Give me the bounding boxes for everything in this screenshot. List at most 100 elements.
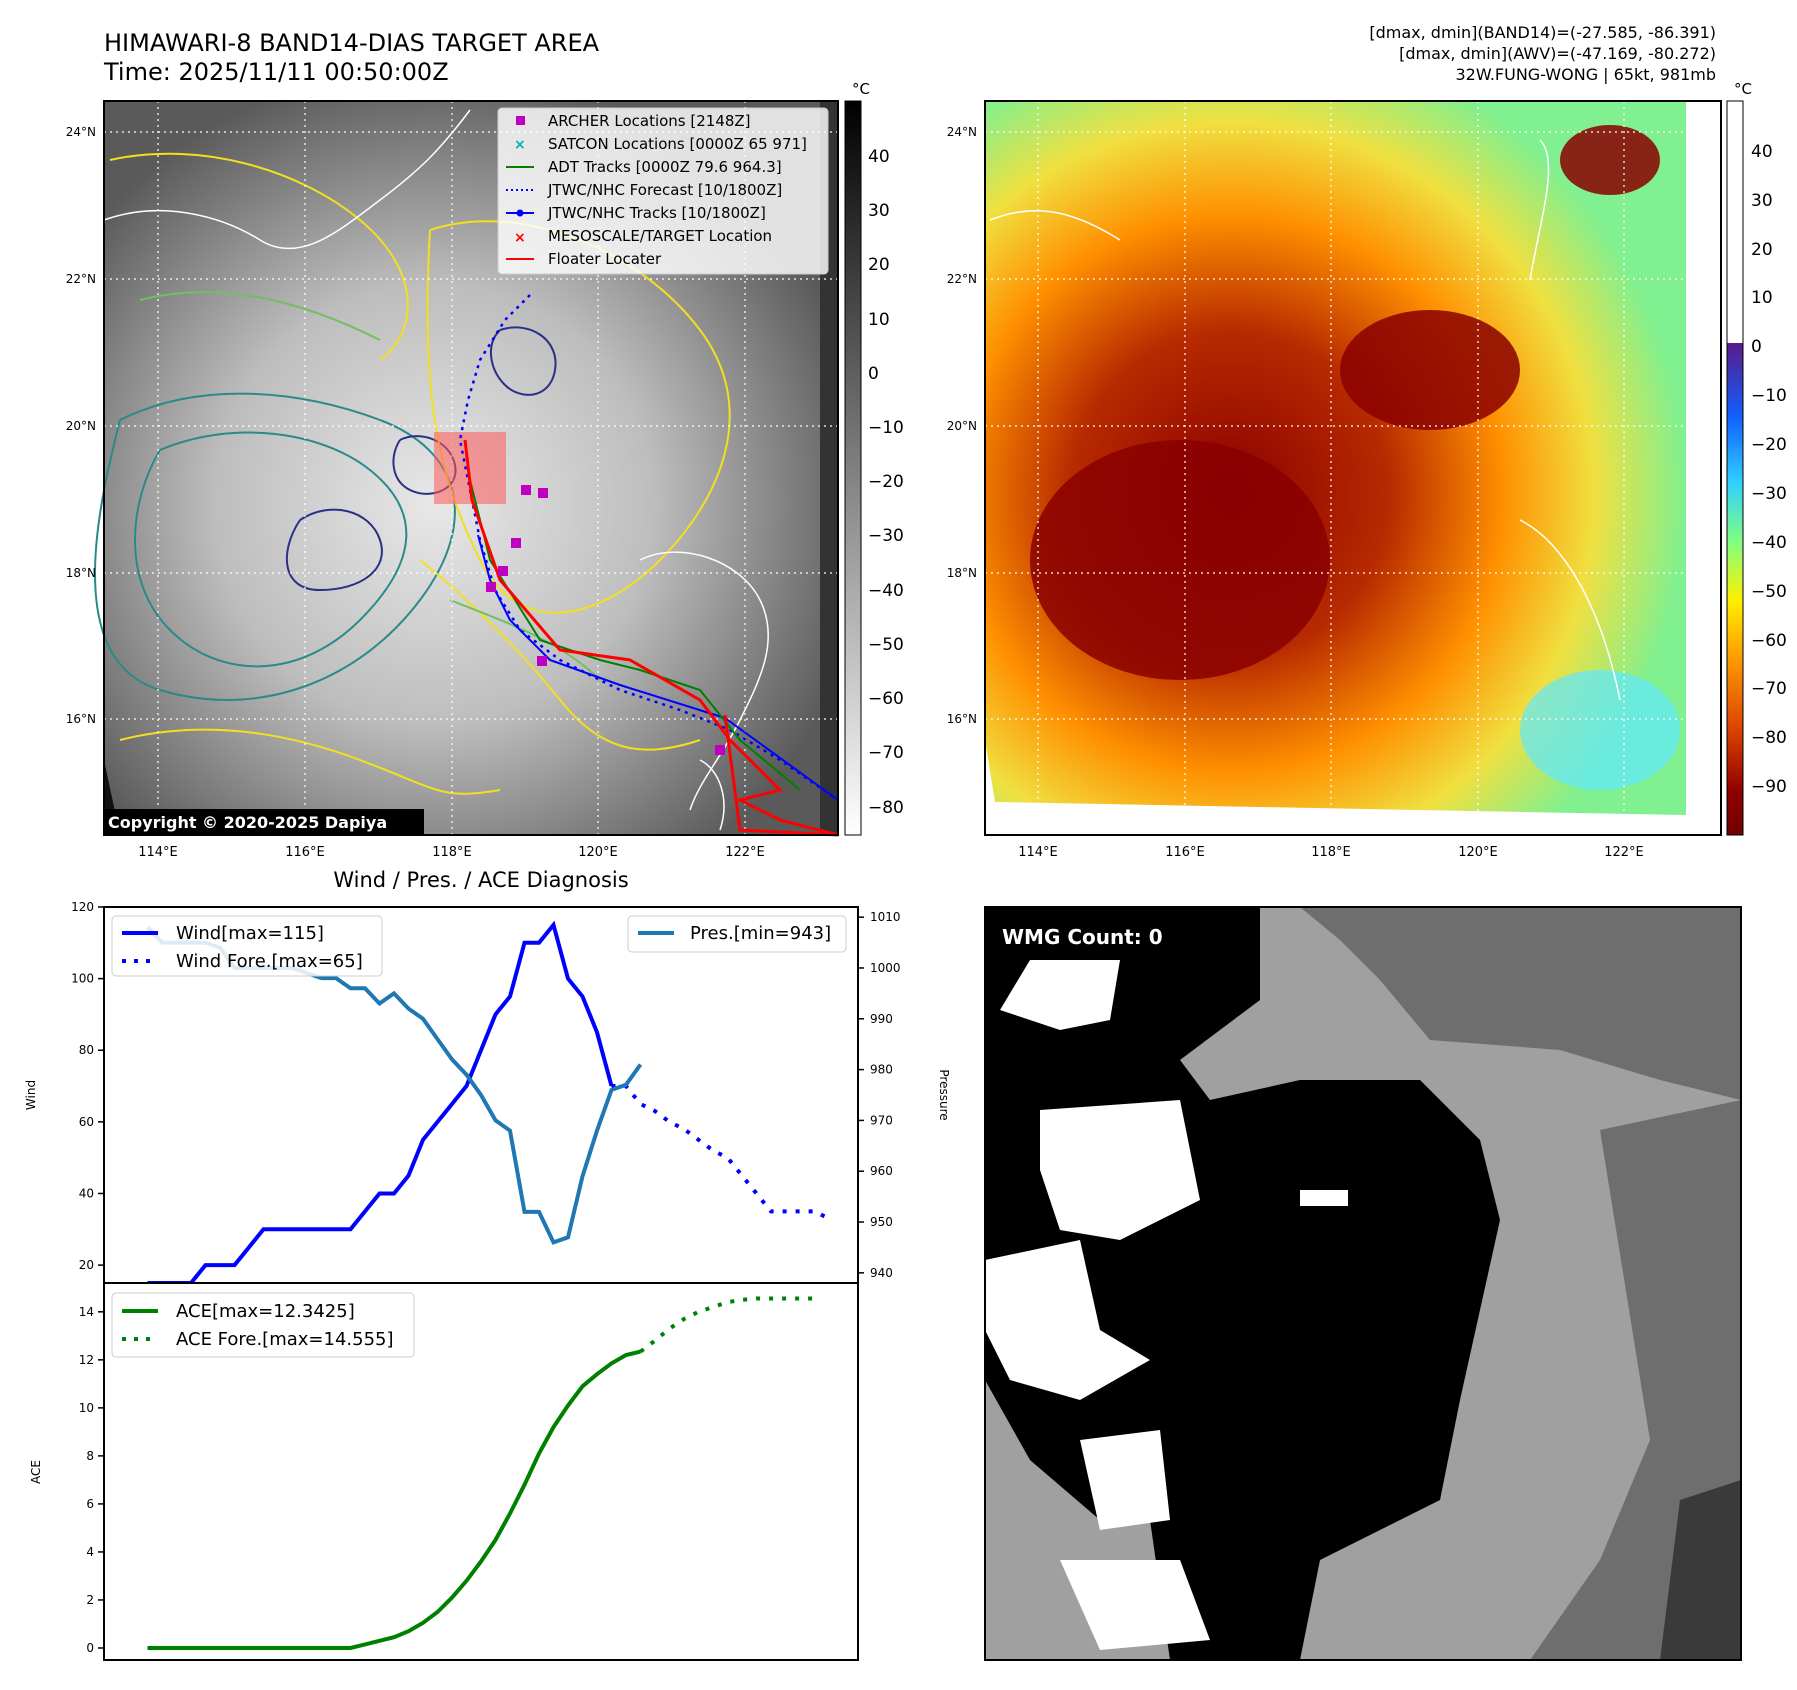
legend-jtwc-tracks: JTWC/NHC Tracks [10/1800Z]: [547, 204, 766, 222]
svg-text:−70: −70: [868, 743, 904, 763]
svg-text:120°E: 120°E: [1458, 845, 1498, 860]
coastlines: [103, 109, 769, 831]
legend-satcon: SATCON Locations [0000Z 65 971]: [548, 135, 807, 153]
legend-adt: ADT Tracks [0000Z 79.6 964.3]: [548, 158, 782, 176]
copyright-text: Copyright © 2020-2025 Dapiya: [108, 813, 387, 832]
svg-text:−50: −50: [868, 635, 904, 655]
ir-dark-edge: [820, 101, 838, 835]
ir-lat-labels: 24°N 22°N 20°N 18°N 16°N: [66, 125, 96, 726]
map-legend: ARCHER Locations [2148Z] × SATCON Locati…: [497, 107, 829, 275]
svg-text:30: 30: [1751, 191, 1773, 211]
pressure-tick-label: 1010: [870, 910, 901, 924]
wmg-white-patch-5: [1060, 1560, 1210, 1650]
pressure-axis-label: Pressure: [937, 1069, 951, 1120]
svg-text:−10: −10: [868, 418, 904, 438]
svg-text:122°E: 122°E: [725, 845, 765, 860]
svg-text:−50: −50: [1751, 582, 1787, 602]
color-gridlines: [985, 101, 1721, 835]
wind-tick-label: 80: [79, 1043, 94, 1057]
wmg-panel: WMG Count: 0: [984, 906, 1742, 1661]
wind-tick-label: 20: [79, 1258, 94, 1272]
wmg-white-patch-1: [1000, 960, 1120, 1030]
northeast-cell: [1560, 125, 1660, 195]
info-awv: [dmax, dmin](AWV)=(-47.169, -80.272): [1399, 44, 1716, 63]
pressure-tick-label: 990: [870, 1012, 893, 1026]
svg-text:−90: −90: [1751, 777, 1787, 797]
svg-text:−20: −20: [868, 472, 904, 492]
pressure-tick-label: 980: [870, 1063, 893, 1077]
svg-text:−80: −80: [868, 798, 904, 818]
jtwc-forecast-track: [458, 294, 839, 802]
convective-core: [1030, 440, 1330, 680]
diagnosis-title: Wind / Pres. / ACE Diagnosis: [333, 868, 628, 892]
svg-text:30: 30: [868, 201, 890, 221]
wind-axis-label: Wind: [24, 1080, 38, 1110]
svg-text:16°N: 16°N: [947, 712, 977, 726]
color-lon-labels: 114°E 116°E 118°E 120°E 122°E: [1018, 845, 1644, 860]
gray-colorbar-ticks: 40 30 20 10 0 −10 −20 −30 −40 −50 −60 −7…: [868, 147, 904, 818]
ace-axis-label: ACE: [29, 1460, 43, 1484]
svg-text:−40: −40: [868, 581, 904, 601]
ace-tick-label: 12: [79, 1353, 94, 1367]
color-map-panel: 114°E 116°E 118°E 120°E 122°E 24°N 22°N …: [947, 100, 1722, 860]
wmg-frame: [984, 906, 1742, 1661]
ace-legend: ACE[max=12.3425] ACE Fore.[max=14.555]: [111, 1292, 415, 1358]
ace-tick-label: 8: [86, 1449, 94, 1463]
wind-tick-label: 100: [71, 972, 94, 986]
copyright-bg: [104, 809, 424, 835]
ace-tick-label: 6: [86, 1497, 94, 1511]
northern-core: [1340, 310, 1520, 430]
svg-text:−60: −60: [868, 689, 904, 709]
svg-text:18°N: 18°N: [66, 566, 96, 580]
svg-text:22°N: 22°N: [947, 272, 977, 286]
legend-pressure: Pres.[min=943]: [690, 923, 831, 944]
ace-chart: ACE 14 12 10 8 6 4 2 0 ACE[max=12.3425] ACE For…: [29, 1282, 859, 1661]
ace-series-line: [147, 1349, 641, 1650]
figure-title: HIMAWARI-8 BAND14-DIAS TARGET AREA: [104, 29, 600, 57]
svg-text:−80: −80: [1751, 728, 1787, 748]
figure-time: Time: 2025/11/11 00:50:00Z: [103, 58, 449, 86]
legend-floater: Floater Locater: [548, 250, 662, 268]
wmg-dark-region-ne: [1300, 907, 1741, 1100]
pressure-tick-label: 950: [870, 1215, 893, 1229]
svg-text:114°E: 114°E: [1018, 845, 1058, 860]
pressure-y-ticks: 1010 1000 990 980 970 960 950 940: [858, 910, 901, 1280]
legend-ace: ACE[max=12.3425]: [176, 1301, 355, 1322]
svg-text:24°N: 24°N: [66, 125, 96, 139]
legend-ace-forecast: ACE Fore.[max=14.555]: [176, 1329, 394, 1350]
svg-text:0: 0: [1751, 337, 1762, 357]
svg-text:116°E: 116°E: [1165, 845, 1205, 860]
svg-text:×: ×: [514, 137, 526, 153]
pressure-legend: Pres.[min=943]: [627, 915, 847, 953]
color-map-frame: [984, 100, 1722, 836]
svg-text:−40: −40: [1751, 533, 1787, 553]
wind-legend: Wind[max=115] Wind Fore.[max=65]: [111, 915, 383, 977]
svg-text:−20: −20: [1751, 435, 1787, 455]
legend-wind-forecast: Wind Fore.[max=65]: [176, 951, 363, 972]
svg-text:×: ×: [514, 230, 526, 246]
svg-text:10: 10: [1751, 288, 1773, 308]
ace-tick-label: 0: [86, 1641, 94, 1655]
clear-area: [1520, 670, 1680, 790]
ace-tick-label: 2: [86, 1593, 94, 1607]
svg-text:116°E: 116°E: [285, 845, 325, 860]
wmg-count-label: WMG Count: 0: [1002, 925, 1163, 949]
svg-text:18°N: 18°N: [947, 566, 977, 580]
svg-text:−70: −70: [1751, 679, 1787, 699]
info-band14: [dmax, dmin](BAND14)=(-27.585, -86.391): [1369, 23, 1716, 42]
svg-text:118°E: 118°E: [1311, 845, 1351, 860]
color-lat-labels: 24°N 22°N 20°N 18°N 16°N: [947, 125, 977, 726]
info-storm: 32W.FUNG-WONG | 65kt, 981mb: [1455, 65, 1716, 84]
wind-series-line: [147, 920, 614, 1285]
ace-tick-label: 14: [79, 1305, 94, 1319]
ir-lon-labels: 114°E 116°E 118°E 120°E 122°E: [138, 845, 765, 860]
wmg-white-patch-2: [1040, 1100, 1200, 1240]
wmg-white-dash: [1300, 1190, 1348, 1206]
ace-y-ticks: 14 12 10 8 6 4 2 0: [79, 1305, 104, 1655]
svg-text:122°E: 122°E: [1604, 845, 1644, 860]
legend-archer: ARCHER Locations [2148Z]: [548, 112, 751, 130]
wmg-white-patch-3: [985, 1240, 1150, 1400]
svg-text:20: 20: [1751, 240, 1773, 260]
ace-forecast-line: [639, 1296, 815, 1354]
